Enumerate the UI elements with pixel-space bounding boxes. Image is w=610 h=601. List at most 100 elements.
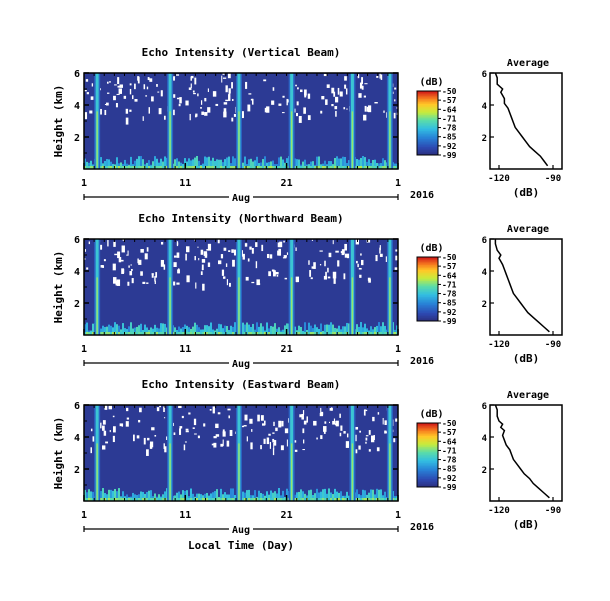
no-data-patch — [359, 430, 361, 433]
average-x-tick-label: -120 — [488, 506, 510, 516]
no-data-patch — [233, 113, 238, 117]
colorbar-segment — [417, 429, 438, 432]
no-data-patch — [344, 84, 347, 89]
no-data-patch — [278, 420, 282, 428]
surface-echo — [206, 166, 208, 169]
surface-echo — [128, 498, 130, 501]
surface-echo — [258, 332, 260, 335]
no-data-patch — [313, 420, 317, 426]
surface-echo — [266, 498, 268, 501]
surface-echo — [248, 324, 250, 335]
no-data-patch — [126, 254, 128, 256]
surface-echo — [222, 332, 224, 335]
no-data-patch — [217, 239, 220, 244]
no-data-patch — [206, 249, 209, 251]
surface-echo — [252, 332, 254, 335]
surface-echo — [254, 160, 256, 169]
no-data-patch — [271, 269, 275, 272]
surface-echo — [378, 332, 380, 335]
surface-echo — [212, 157, 214, 169]
surface-echo — [92, 491, 94, 501]
no-data-patch — [377, 412, 380, 415]
no-data-patch — [84, 258, 86, 260]
average-x-tick-label: -90 — [545, 174, 561, 184]
surface-echo — [364, 157, 366, 169]
surface-echo — [332, 324, 334, 335]
no-data-patch — [129, 109, 132, 112]
surface-echo — [284, 162, 286, 169]
surface-echo — [120, 498, 122, 501]
y-tick-label: 2 — [74, 465, 80, 476]
surface-echo — [130, 156, 132, 169]
surface-echo — [304, 498, 306, 501]
colorbar-segment — [417, 95, 438, 98]
no-data-patch — [295, 276, 300, 283]
surface-echo — [302, 161, 304, 169]
surface-echo — [346, 322, 348, 335]
surface-echo — [380, 166, 382, 169]
surface-echo — [334, 488, 336, 501]
surface-echo — [244, 156, 246, 169]
surface-echo — [342, 166, 344, 169]
colorbar-segment — [417, 483, 438, 486]
no-data-patch — [302, 449, 305, 451]
no-data-patch — [380, 74, 383, 80]
no-data-patch — [190, 76, 192, 81]
colorbar-tick-label: -78 — [442, 456, 457, 465]
surface-echo — [142, 332, 144, 335]
surface-echo — [114, 166, 116, 169]
colorbar-segment — [417, 466, 438, 469]
surface-echo — [312, 161, 314, 169]
surface-echo — [322, 498, 324, 501]
surface-echo — [106, 166, 108, 169]
surface-echo — [158, 328, 160, 335]
surface-echo — [232, 488, 234, 501]
no-data-patch — [346, 433, 349, 438]
surface-echo — [212, 332, 214, 335]
surface-echo — [146, 492, 148, 501]
surface-echo — [138, 166, 140, 169]
surface-echo — [270, 325, 272, 335]
surface-echo — [214, 166, 216, 169]
surface-echo — [362, 156, 364, 169]
surface-echo — [180, 494, 182, 501]
average-y-tick-label: 2 — [482, 134, 487, 144]
colorbar-segment — [417, 129, 438, 132]
no-data-patch — [130, 264, 132, 266]
surface-echo — [190, 488, 192, 501]
colorbar-segment — [417, 121, 438, 124]
surface-echo — [358, 332, 360, 335]
surface-echo — [258, 490, 260, 501]
surface-echo — [260, 162, 262, 169]
no-data-patch — [365, 435, 369, 437]
convective-column — [96, 443, 98, 501]
surface-echo — [272, 160, 274, 169]
surface-echo — [226, 157, 228, 169]
surface-echo — [248, 166, 250, 169]
surface-echo — [218, 159, 220, 169]
no-data-patch — [311, 266, 315, 269]
surface-echo — [164, 323, 166, 335]
colorbar-segment — [417, 153, 438, 156]
average-y-tick-label: 2 — [482, 466, 487, 476]
surface-echo — [192, 159, 194, 169]
colorbar-tick-label: -85 — [442, 299, 457, 308]
surface-echo — [200, 494, 202, 501]
surface-echo — [396, 166, 398, 169]
surface-echo — [312, 332, 314, 335]
no-data-patch — [357, 74, 360, 79]
surface-echo — [358, 494, 360, 501]
no-data-patch — [104, 109, 107, 116]
surface-echo — [132, 328, 134, 335]
no-data-patch — [183, 444, 186, 451]
surface-echo — [304, 493, 306, 501]
surface-echo — [258, 166, 260, 169]
surface-echo — [394, 166, 396, 169]
surface-echo — [344, 332, 346, 335]
no-data-patch — [280, 445, 284, 451]
surface-echo — [272, 332, 274, 335]
no-data-patch — [197, 93, 199, 97]
no-data-patch — [221, 269, 225, 276]
surface-echo — [162, 323, 164, 335]
no-data-patch — [215, 423, 219, 429]
